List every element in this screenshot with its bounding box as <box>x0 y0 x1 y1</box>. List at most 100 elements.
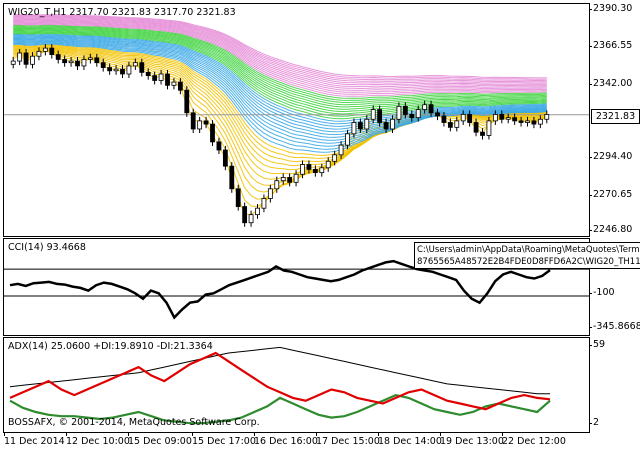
ma-ribbon-line <box>13 27 547 106</box>
bull-candle-body <box>87 57 93 60</box>
candle <box>126 61 132 79</box>
bull-candle-body <box>274 180 280 190</box>
bear-candle-body <box>499 114 505 120</box>
candle <box>165 69 170 90</box>
candle <box>81 55 87 70</box>
bull-candle-body <box>351 122 357 135</box>
bear-candle-body <box>62 59 68 64</box>
ma-ribbon-line <box>13 50 547 200</box>
ma-ribbon-line <box>13 19 547 88</box>
bull-candle-body <box>422 104 428 110</box>
bull-candle-body <box>492 114 498 122</box>
minus-di-line <box>9 351 551 411</box>
ma-ribbon-line <box>13 14 547 79</box>
bull-candle-body <box>158 73 164 81</box>
adx-scale-max: 59 <box>588 339 606 350</box>
ma-ribbon-line <box>13 30 547 113</box>
candle <box>396 102 402 124</box>
candle <box>68 57 74 67</box>
ma-ribbon-line <box>13 22 547 93</box>
bull-candle-body <box>68 60 74 64</box>
adx-canvas[interactable] <box>4 338 589 432</box>
bull-candle-body <box>525 120 530 123</box>
bear-candle-body <box>377 109 383 123</box>
bull-candle-body <box>17 52 23 62</box>
adx-indicator-pane[interactable]: ADX(14) 25.0600 +DI:19.8910 -DI:21.3364 … <box>3 337 590 433</box>
candle <box>537 115 543 129</box>
candle <box>222 145 228 171</box>
adx-scale-min: 2 <box>588 417 600 428</box>
candle <box>377 105 383 127</box>
bear-candle-body <box>184 89 190 114</box>
bear-candle-body <box>512 117 518 122</box>
candle <box>287 173 293 187</box>
candle <box>261 194 267 213</box>
price-tick: 2294.40 <box>588 151 633 162</box>
candle <box>255 204 260 219</box>
ma-ribbon-line <box>13 29 547 110</box>
candle <box>274 176 280 193</box>
ma-ribbon-line <box>13 25 547 101</box>
candle <box>23 48 29 69</box>
bear-candle-body <box>306 164 312 170</box>
candle <box>120 65 125 79</box>
ma-ribbon-line <box>13 34 547 125</box>
bull-candle-body <box>126 65 132 75</box>
candle <box>132 58 138 70</box>
bull-candle-body <box>293 173 299 183</box>
ma-ribbon-line <box>13 45 547 159</box>
bear-candle-body <box>203 120 209 125</box>
bull-candle-body <box>280 177 286 182</box>
candle <box>107 63 113 75</box>
time-axis: 11 Dec 2014 12 Dec 10:00 15 Dec 09:00 15… <box>0 433 640 458</box>
candle <box>544 110 550 124</box>
bear-candle-body <box>242 206 248 224</box>
bull-candle-body <box>255 207 260 216</box>
bear-candle-body <box>531 120 537 125</box>
candle <box>390 115 395 134</box>
ma-ribbon-line <box>13 33 547 122</box>
time-tick: 17 Dec 15:00 <box>316 433 380 447</box>
bull-candle-body <box>486 120 492 136</box>
bear-candle-body <box>428 104 434 114</box>
bear-candle-body <box>467 114 473 123</box>
candle <box>460 110 466 125</box>
candle <box>409 110 415 122</box>
time-tick: 15 Dec 17:00 <box>192 433 256 447</box>
bear-candle-body <box>23 52 29 65</box>
candle <box>402 102 408 119</box>
time-tick: 22 Dec 12:00 <box>502 433 566 447</box>
candle <box>171 78 177 90</box>
ma-ribbon-line <box>13 40 547 141</box>
candle <box>422 100 428 114</box>
bear-candle-body <box>435 112 440 117</box>
candle <box>357 118 363 134</box>
ma-ribbon-line <box>13 39 547 138</box>
price-chart-pane[interactable]: WIG20_T,H1 2317.70 2321.83 2317.70 2321.… <box>3 3 590 237</box>
bear-candle-body <box>216 141 222 151</box>
bear-candle-body <box>55 54 61 60</box>
bull-candle-body <box>396 105 402 120</box>
ma-ribbon-line <box>13 32 547 117</box>
candle <box>428 100 434 117</box>
bear-candle-body <box>222 149 228 167</box>
price-chart-canvas[interactable] <box>4 4 589 236</box>
bull-candle-body <box>319 167 325 174</box>
ma-ribbon-line <box>13 16 547 83</box>
time-tick: 15 Dec 09:00 <box>128 433 192 447</box>
candle <box>531 116 537 129</box>
bear-candle-body <box>107 67 113 72</box>
bull-candle-body <box>544 114 550 120</box>
price-tick: 2342.00 <box>588 78 633 89</box>
candle <box>30 52 35 69</box>
ma-ribbon-line <box>13 31 547 115</box>
bear-candle-body <box>177 81 183 91</box>
bear-candle-body <box>190 112 196 130</box>
price-tick: 2246.80 <box>588 224 633 235</box>
candle <box>94 53 100 67</box>
time-tick: 16 Dec 16:00 <box>254 433 318 447</box>
candle <box>499 110 505 124</box>
cci-canvas[interactable] <box>4 239 589 335</box>
bear-candle-body <box>312 168 318 174</box>
bull-candle-body <box>364 118 370 130</box>
